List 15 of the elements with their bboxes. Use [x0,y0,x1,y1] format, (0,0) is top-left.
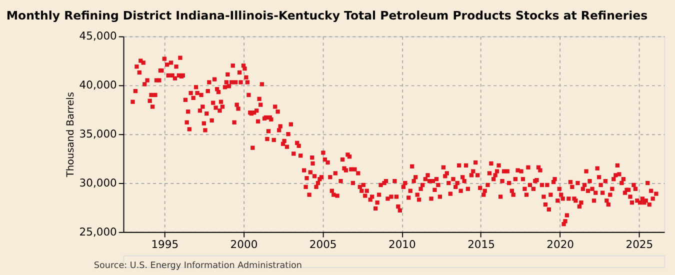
source-note: Source: U.S. Energy Information Administration [94,261,302,272]
y-tick-label: 30,000 [79,176,118,190]
x-tick-label: 2015 [468,238,495,252]
y-tick-label: 40,000 [79,78,118,92]
x-tick-label: 2025 [626,238,654,252]
x-tick-label: 1995 [151,238,179,252]
y-axis-title: Thousand Barrels [65,92,76,178]
x-tick-label: 2005 [309,238,337,252]
y-tick-label: 45,000 [79,30,118,43]
chart-title: Monthly Refining District Indiana-Illinois-Kentucky Total Petroleum Products Stocks at Refineries [6,8,648,23]
x-tick-label: 2020 [546,238,574,252]
y-tick-label: 25,000 [79,225,118,238]
y-tick-label: 35,000 [79,128,118,141]
x-tick-label: 2000 [230,238,258,252]
x-tick-label: 2010 [388,238,416,252]
